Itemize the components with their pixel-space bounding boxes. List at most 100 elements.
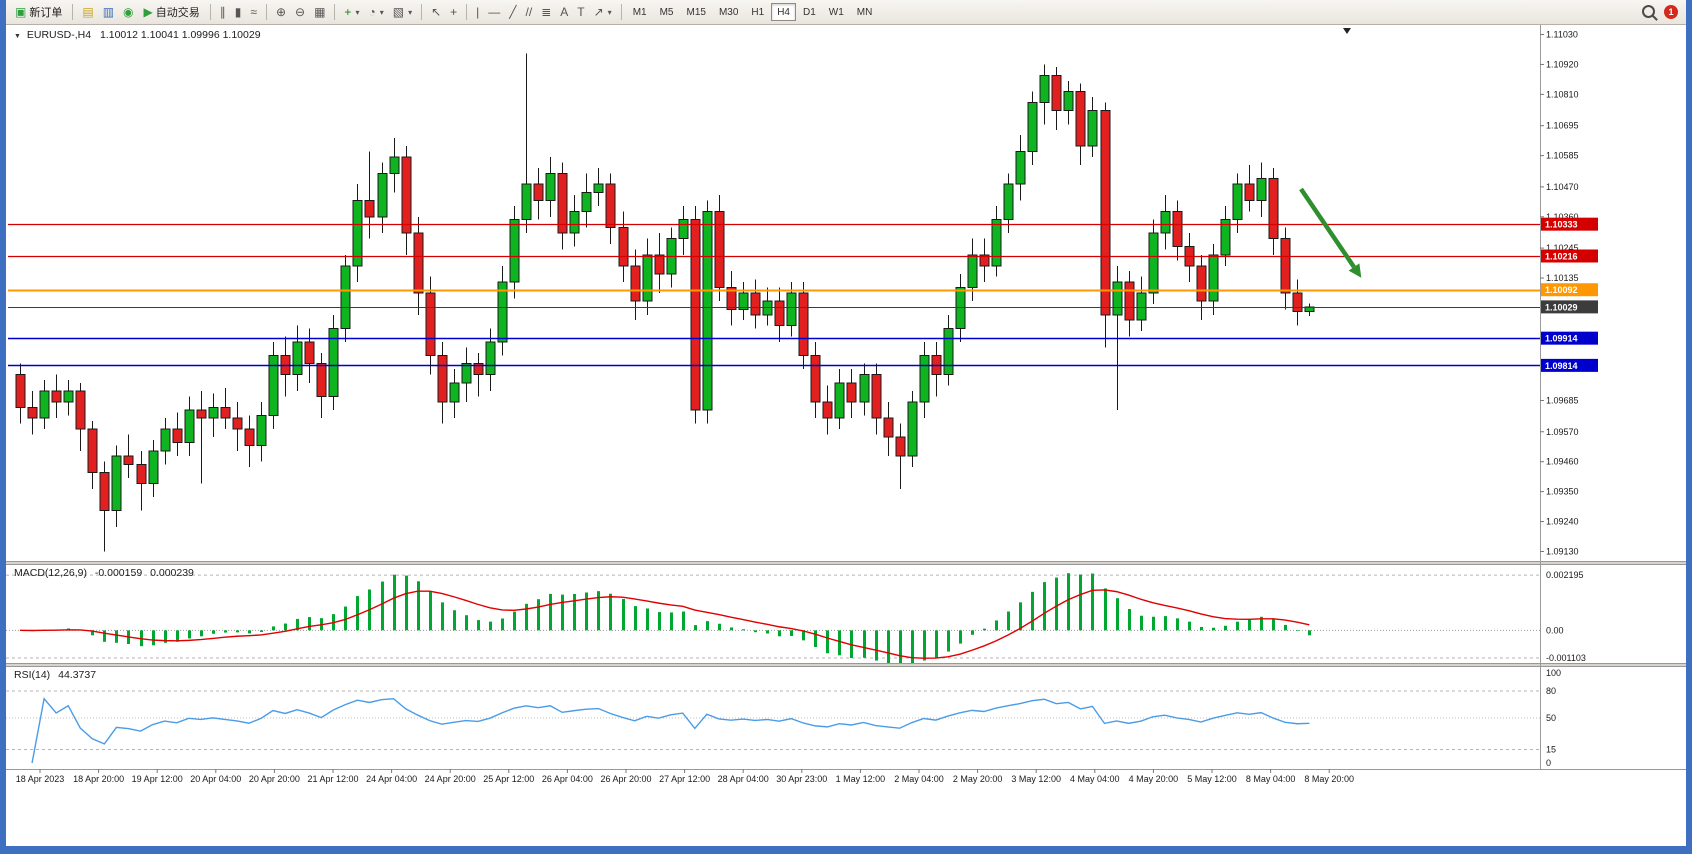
separator [265,4,267,20]
line-chart-icon[interactable]: ≈ [246,2,261,22]
svg-text:1.10333: 1.10333 [1545,220,1578,230]
text-label-icon: T [577,5,585,19]
svg-text:1.09460: 1.09460 [1546,457,1579,467]
svg-text:2 May 04:00: 2 May 04:00 [894,774,944,784]
navigator-icon[interactable]: ◉ [119,2,137,22]
svg-text:50: 50 [1546,713,1556,723]
autotrading-button[interactable]: ▶ 自动交易 [139,2,205,22]
cursor-icon[interactable]: ↖ [427,2,445,22]
data-window-icon[interactable]: ▥ [99,2,118,22]
svg-text:1.09240: 1.09240 [1546,517,1579,527]
text-label-icon[interactable]: T [573,2,588,22]
text-icon: A [560,5,569,19]
separator [421,4,423,20]
svg-text:1.10585: 1.10585 [1546,151,1579,161]
chart-panel[interactable]: 1.11030 1.10920 1.10810 1.10695 1.10585 1.104… [6,25,1686,847]
horizontal-line-icon: — [488,5,501,19]
trend-arrow[interactable] [1299,187,1362,278]
svg-text:4 May 04:00: 4 May 04:00 [1070,774,1120,784]
main-toolbar: ▣ 新订单 ▤ ▥ ◉ ▶ 自动交易 ∥ ▮ ≈ ⊕ ⊖ ▦ + ▾ ◔ ▾ ▧ ▾ ↖ + | — ╱//… [6,0,1686,25]
dropdown-caret-icon: ▾ [355,7,360,17]
crosshair-icon[interactable]: + [446,2,461,22]
svg-text:100: 100 [1546,668,1561,678]
crosshair-icon: + [450,5,458,19]
rsi-panel: 100 80 50 15 0 [6,668,1561,768]
arrows-icon: ↗ [593,5,604,19]
market-watch-icon[interactable]: ▤ [78,2,97,22]
svg-text:1.09350: 1.09350 [1546,487,1579,497]
timeframe-m30[interactable]: M30 [713,3,744,21]
autotrading-play-icon: ▶ [143,5,153,19]
fibonacci-icon[interactable]: ≣ [537,2,555,22]
chart-type-group: ∥ ▮ ≈ [216,2,261,22]
svg-text:21 Apr 12:00: 21 Apr 12:00 [307,774,358,784]
svg-text:1.11030: 1.11030 [1546,30,1578,40]
price-badge [1541,358,1598,372]
new-order-button[interactable]: ▣ 新订单 [10,2,67,22]
timeframe-mn[interactable]: MN [851,3,879,21]
indicators-icon[interactable]: + ▾ [340,2,363,22]
equidistant-channel-icon[interactable]: // [522,2,537,22]
templates-icon[interactable]: ▧ ▾ [389,2,416,22]
search-icon[interactable] [1642,4,1655,18]
symbol-dropdown-icon[interactable]: ▼ [14,33,21,40]
timeframe-w1[interactable]: W1 [823,3,850,21]
arrows-icon[interactable]: ↗ ▾ [590,2,616,22]
svg-text:24 Apr 20:00: 24 Apr 20:00 [425,774,476,784]
svg-text:24 Apr 04:00: 24 Apr 04:00 [366,774,417,784]
svg-text:25 Apr 12:00: 25 Apr 12:00 [483,774,534,784]
zoom-in-icon[interactable]: ⊕ [272,2,290,22]
svg-text:1.09570: 1.09570 [1546,427,1579,437]
timeframe-m15[interactable]: M15 [681,3,712,21]
timeframe-m1[interactable]: M1 [627,3,653,21]
chart-shift-marker[interactable] [1343,28,1351,34]
zoom-in-icon: ⊕ [275,5,287,19]
text-icon[interactable]: A [556,2,572,22]
svg-text:2 May 20:00: 2 May 20:00 [953,774,1003,784]
tile-windows-icon[interactable]: ▦ [310,2,329,22]
workspace-icon-group: ▤ ▥ ◉ [78,2,137,22]
svg-text:1.10029: 1.10029 [1545,302,1578,312]
tile-windows-icon: ▦ [314,5,326,19]
bar-chart-icon[interactable]: ∥ [216,2,230,22]
equidistant-channel-icon: // [525,5,533,19]
periods-icon[interactable]: ◔ ▾ [364,2,387,22]
timeframe-d1[interactable]: D1 [797,3,822,21]
price-badge [1541,300,1598,314]
svg-text:-0.001103: -0.001103 [1546,653,1586,663]
svg-text:18 Apr 2023: 18 Apr 2023 [16,774,65,784]
time-scale[interactable]: 18 Apr 2023 18 Apr 20:00 19 Apr 12:00 20 Ap… [16,769,1354,784]
insert-group: + ▾ ◔ ▾ ▧ ▾ [340,2,416,22]
dropdown-caret-icon: ▾ [408,7,413,17]
price-scale[interactable]: 1.11030 1.10920 1.10810 1.10695 1.10585 1.104… [1540,25,1598,769]
timeframe-m5[interactable]: M5 [654,3,680,21]
timeframe-h4[interactable]: H4 [771,3,796,21]
svg-text:20 Apr 20:00: 20 Apr 20:00 [249,774,300,784]
zoom-out-icon[interactable]: ⊖ [291,2,309,22]
notification-badge[interactable]: 1 [1664,5,1678,19]
svg-text:1.09914: 1.09914 [1545,334,1578,344]
trendline-icon[interactable]: ╱ [505,2,520,22]
timeframe-h1[interactable]: H1 [745,3,770,21]
separator [620,4,622,20]
chart-canvas[interactable]: 1.11030 1.10920 1.10810 1.10695 1.10585 1.104… [6,25,1686,847]
svg-text:1 May 12:00: 1 May 12:00 [836,774,886,784]
dropdown-caret-icon: ▾ [607,7,612,17]
svg-text:30 Apr 23:00: 30 Apr 23:00 [776,774,827,784]
price-badge [1541,331,1598,345]
vertical-line-icon[interactable]: | [472,2,483,22]
zoom-out-icon: ⊖ [295,5,306,19]
candlestick-chart-icon[interactable]: ▮ [231,2,246,22]
svg-text:26 Apr 04:00: 26 Apr 04:00 [542,774,593,784]
horizontal-line-icon[interactable]: — [484,2,504,22]
svg-text:1.10470: 1.10470 [1546,182,1579,192]
svg-text:1.10810: 1.10810 [1546,89,1579,99]
candlesticks [15,53,1315,552]
pointer-group: ↖ + [427,2,461,22]
svg-text:5 May 12:00: 5 May 12:00 [1187,774,1237,784]
svg-text:28 Apr 04:00: 28 Apr 04:00 [718,774,769,784]
bar-chart-icon: ∥ [219,5,226,19]
svg-text:80: 80 [1546,686,1556,696]
autotrading-label: 自动交易 [155,7,200,19]
